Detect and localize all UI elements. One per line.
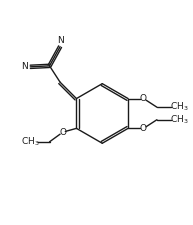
Text: CH$_3$: CH$_3$ xyxy=(21,136,39,148)
Text: O: O xyxy=(59,128,67,137)
Text: O: O xyxy=(139,94,146,103)
Text: N: N xyxy=(21,62,28,71)
Text: N: N xyxy=(57,36,64,45)
Text: CH$_3$: CH$_3$ xyxy=(170,101,189,113)
Text: CH$_3$: CH$_3$ xyxy=(170,113,189,126)
Text: O: O xyxy=(139,124,146,133)
